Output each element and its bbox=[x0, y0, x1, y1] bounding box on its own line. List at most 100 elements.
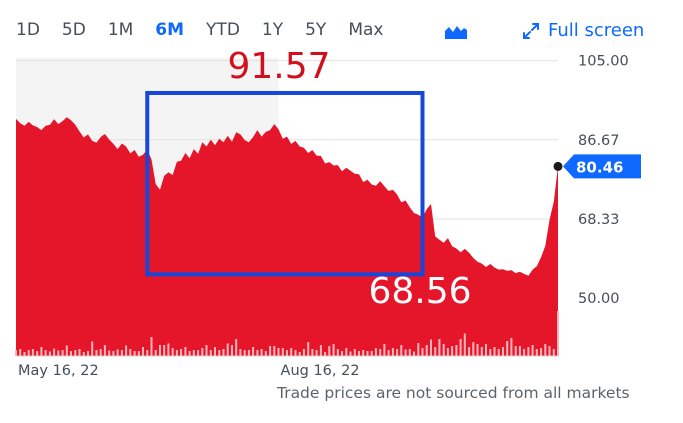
volume-bar bbox=[188, 351, 191, 356]
x-tick-label: Aug 16, 22 bbox=[281, 363, 360, 379]
volume-bar bbox=[400, 345, 403, 356]
volume-bar bbox=[362, 350, 365, 356]
y-tick-label: 86.67 bbox=[578, 133, 620, 149]
volume-bar bbox=[192, 350, 195, 356]
volume-bar bbox=[421, 348, 424, 356]
volume-bar bbox=[302, 349, 305, 356]
volume-bar bbox=[468, 347, 471, 356]
trade-prices-note: Trade prices are not sourced from all ma… bbox=[277, 384, 630, 402]
volume-bar bbox=[125, 345, 128, 356]
volume-bar bbox=[349, 351, 352, 356]
volume-bar bbox=[19, 349, 22, 356]
volume-bar bbox=[36, 351, 39, 356]
tab-max[interactable]: Max bbox=[348, 20, 384, 40]
tab-ytd[interactable]: YTD bbox=[206, 20, 240, 40]
tab-5d[interactable]: 5D bbox=[61, 20, 86, 40]
volume-bar bbox=[222, 349, 225, 356]
volume-bar bbox=[336, 349, 339, 356]
current-price-dot bbox=[553, 161, 563, 171]
volume-bar bbox=[154, 350, 157, 356]
volume-bar bbox=[514, 346, 517, 356]
volume-bar bbox=[480, 347, 483, 356]
highlight-box bbox=[145, 90, 425, 277]
volume-bar bbox=[150, 337, 153, 356]
volume-bar bbox=[497, 349, 500, 356]
volume-bar bbox=[218, 350, 221, 356]
volume-bar bbox=[548, 346, 551, 356]
volume-bar bbox=[87, 351, 89, 356]
volume-bar bbox=[506, 341, 509, 356]
tab-1y[interactable]: 1Y bbox=[261, 20, 284, 40]
volume-bar bbox=[214, 347, 216, 356]
volume-bar bbox=[226, 343, 229, 356]
volume-bar bbox=[27, 350, 30, 356]
volume-bar bbox=[180, 349, 183, 356]
volume-bar bbox=[434, 347, 437, 356]
volume-bar bbox=[260, 349, 263, 356]
volume-bar bbox=[502, 347, 504, 356]
volume-bar bbox=[298, 352, 301, 356]
volume-bar bbox=[129, 349, 132, 356]
volume-bar bbox=[99, 349, 102, 356]
y-tick-label: 68.33 bbox=[578, 212, 620, 228]
volume-bar bbox=[366, 351, 369, 356]
volume-bar bbox=[379, 349, 382, 356]
volume-bar bbox=[527, 347, 530, 356]
volume-bar bbox=[557, 311, 559, 356]
volume-bar bbox=[408, 349, 411, 356]
tab-5y[interactable]: 5Y bbox=[305, 20, 327, 40]
volume-bar bbox=[374, 348, 377, 356]
volume-bar bbox=[205, 345, 208, 356]
volume-bar bbox=[472, 342, 475, 356]
volume-bar bbox=[112, 351, 115, 356]
volume-bar bbox=[133, 351, 136, 356]
y-tick-label: 105.00 bbox=[578, 54, 629, 70]
price-area bbox=[16, 117, 558, 356]
volume-bar bbox=[370, 351, 373, 356]
tab-1d[interactable]: 1D bbox=[16, 20, 40, 40]
volume-bar bbox=[175, 350, 178, 356]
volume-bar bbox=[167, 343, 170, 356]
mountain-chart-icon[interactable] bbox=[445, 25, 467, 39]
current-price-badge bbox=[563, 154, 641, 179]
volume-bar bbox=[446, 348, 449, 356]
tab-6m[interactable]: 6M bbox=[155, 20, 185, 40]
volume-bar bbox=[294, 350, 297, 356]
volume-bar bbox=[82, 352, 85, 356]
volume-bar bbox=[91, 341, 94, 356]
volume-bar bbox=[31, 349, 34, 356]
volume-bar bbox=[273, 346, 276, 356]
volume-bar bbox=[391, 348, 394, 356]
range-tabs: 1D 5D 1M 6M YTD 1Y 5Y Max bbox=[16, 19, 405, 41]
volume-bar bbox=[459, 339, 462, 356]
volume-bar bbox=[396, 349, 399, 356]
volume-bar bbox=[531, 345, 534, 356]
tab-1m[interactable]: 1M bbox=[107, 20, 134, 40]
volume-bar bbox=[463, 333, 466, 356]
volume-bar bbox=[319, 345, 322, 356]
volume-bar bbox=[23, 352, 26, 356]
volume-bar bbox=[485, 344, 487, 356]
volume-bar bbox=[116, 349, 119, 356]
volume-bar bbox=[404, 349, 407, 356]
volume-bar bbox=[74, 350, 77, 356]
volume-bar bbox=[358, 351, 360, 356]
volume-bar bbox=[324, 352, 327, 356]
full-screen-button[interactable]: Full screen bbox=[522, 20, 644, 41]
volume-bar bbox=[243, 350, 246, 356]
volume-bar bbox=[65, 345, 68, 356]
volume-bar bbox=[256, 350, 259, 356]
x-tick-label: May 16, 22 bbox=[18, 363, 99, 379]
volume-bar bbox=[286, 350, 288, 356]
volume-bar bbox=[277, 348, 280, 356]
volume-bar bbox=[108, 350, 111, 356]
volume-bar bbox=[535, 349, 538, 356]
volume-bar bbox=[137, 351, 140, 356]
volume-bar bbox=[332, 344, 335, 356]
volume-bar bbox=[345, 348, 348, 356]
volume-bar bbox=[455, 345, 458, 356]
volume-bar bbox=[544, 344, 547, 356]
volume-bar bbox=[290, 348, 293, 356]
high-value-label: 91.57 bbox=[227, 46, 330, 87]
